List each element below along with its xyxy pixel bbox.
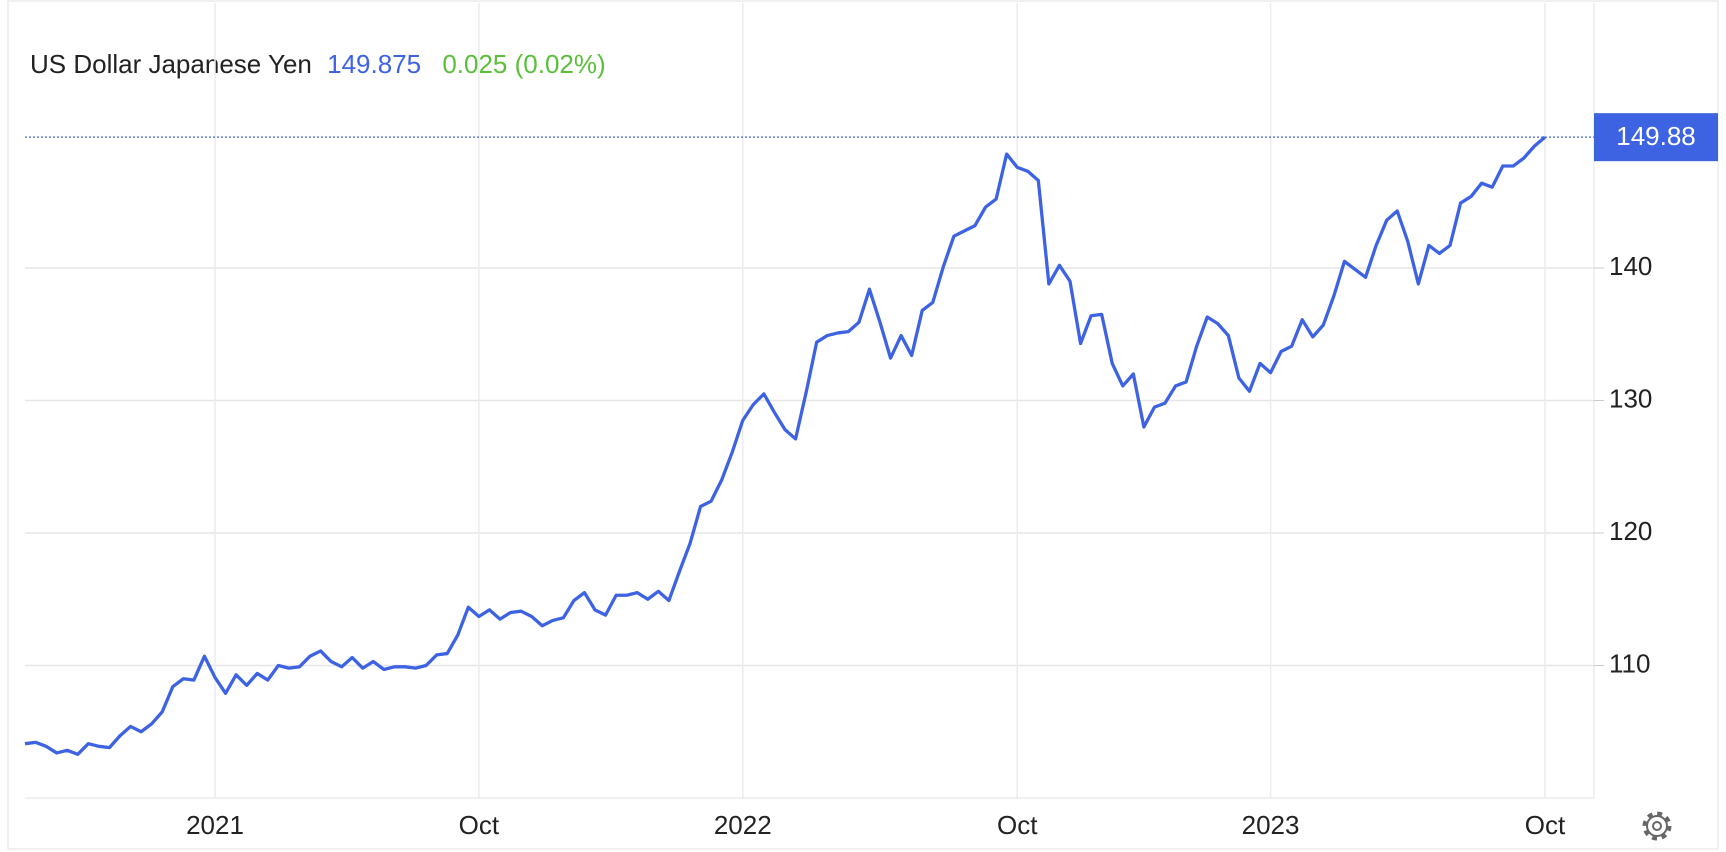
chart-title: US Dollar Japanese Yen (30, 49, 312, 79)
settings-icon[interactable] (1642, 811, 1672, 841)
gear-hole (1652, 821, 1662, 831)
x-tick-label: 2022 (714, 810, 772, 840)
price: 149.875 (327, 49, 421, 79)
x-tick-label: Oct (997, 810, 1038, 840)
header: US Dollar Japanese Yen 149.875 0.025 (0.… (30, 49, 606, 79)
x-tick-label: Oct (1525, 810, 1566, 840)
gear-body (1646, 815, 1668, 837)
price-tag-box (1594, 113, 1718, 162)
y-tick-label: 120 (1609, 516, 1652, 546)
gear-teeth (1642, 811, 1672, 841)
y-tick-label: 130 (1609, 383, 1652, 413)
change: 0.025 (0.02%) (442, 49, 605, 79)
x-tick-label: 2021 (186, 810, 244, 840)
x-tick-label: 2023 (1242, 810, 1300, 840)
y-tick-label: 140 (1609, 251, 1652, 281)
x-tick-label: Oct (459, 810, 500, 840)
y-tick-label: 110 (1609, 648, 1650, 678)
price-tag-label: 149.88 (1616, 121, 1696, 151)
price-line (24, 135, 1547, 756)
frame (7, 0, 1719, 850)
